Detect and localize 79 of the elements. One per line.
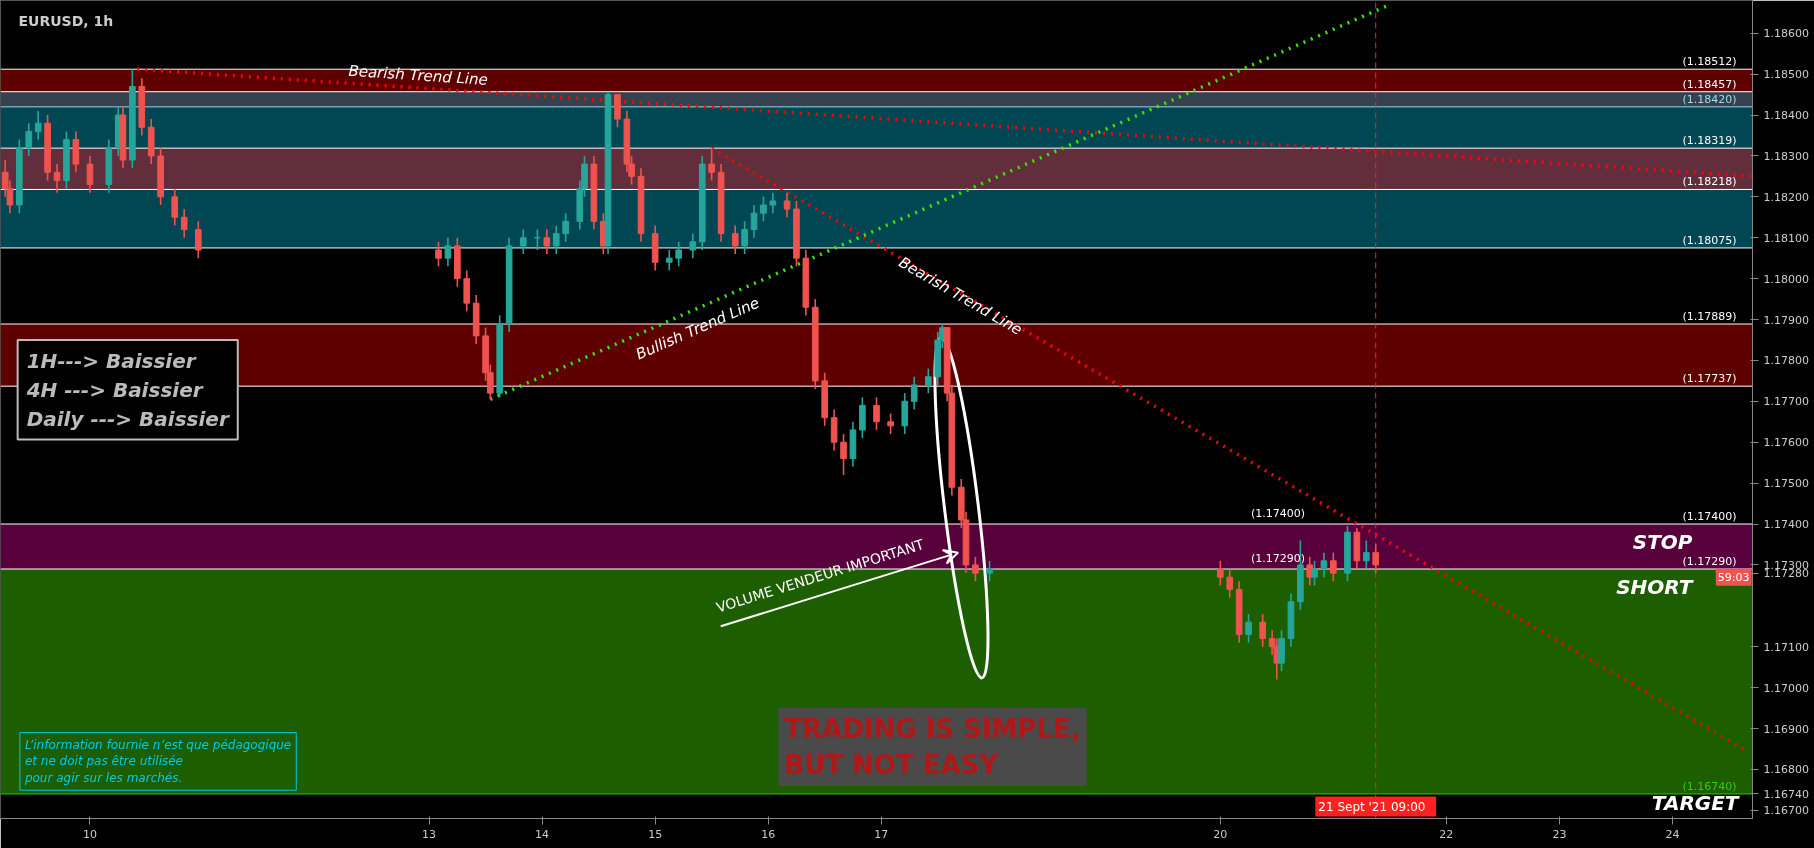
ref-line-label: (1.17290) xyxy=(1682,555,1737,569)
y-tick-label: 1.17700 xyxy=(1763,395,1809,409)
y-tick-label: 1.17000 xyxy=(1763,681,1809,695)
ref-line-label: (1.18319) xyxy=(1682,134,1737,148)
text: EURUSD, 1h xyxy=(18,12,114,29)
ref-line-label: (1.18457) xyxy=(1682,77,1737,91)
candlestick xyxy=(924,367,932,394)
y-tick-label: 1.16700 xyxy=(1763,804,1809,818)
y-tick-label: 1.16740 xyxy=(1763,787,1809,801)
candlestick xyxy=(1216,560,1224,587)
candlestick xyxy=(986,560,993,583)
x-tick-label: 10 xyxy=(82,827,97,841)
candlestick xyxy=(887,412,894,435)
y-tick-label: 1.18200 xyxy=(1763,190,1809,204)
candlestick xyxy=(859,396,866,439)
ref-line-label: 21 Sept '21 09:00 xyxy=(1318,799,1426,814)
y-tick-label: 1.18400 xyxy=(1763,109,1809,123)
candlestick xyxy=(1344,525,1351,583)
candlestick xyxy=(821,371,829,427)
ref-line-label: (1.18075) xyxy=(1682,233,1737,247)
x-tick-label: 17 xyxy=(874,827,889,841)
x-tick-label: 14 xyxy=(535,827,550,841)
band-label: SHORT xyxy=(1616,575,1694,600)
band-label: STOP xyxy=(1632,530,1693,555)
y-tick-label: 1.18600 xyxy=(1763,27,1809,41)
ref-line-label: (1.18420) xyxy=(1682,92,1737,106)
candlestick xyxy=(793,200,800,268)
candlestick xyxy=(562,212,569,243)
x-tick-label: 13 xyxy=(422,827,437,841)
y-tick-label: 1.17500 xyxy=(1763,477,1809,491)
annotation: 59:03 xyxy=(1717,570,1750,584)
candlestick xyxy=(760,196,767,223)
candlestick xyxy=(1311,560,1318,587)
x-tick-label: 16 xyxy=(761,827,776,841)
candlestick xyxy=(1362,539,1370,570)
ref-line-label: (1.17737) xyxy=(1682,372,1737,386)
y-tick-label: 1.17900 xyxy=(1763,313,1809,327)
annotation: TRADING IS SIMPLE, BUT NOT EASY xyxy=(784,714,1081,781)
x-tick-label: 15 xyxy=(648,827,663,841)
y-tick-label: 1.17800 xyxy=(1763,354,1809,368)
candlestick xyxy=(16,138,23,214)
annotation: TARGET xyxy=(1651,790,1740,815)
y-tick-label: 1.17100 xyxy=(1763,640,1809,654)
y-tick-label: 1.18300 xyxy=(1763,149,1809,163)
candlestick xyxy=(44,114,51,182)
candlestick xyxy=(972,555,979,583)
y-tick-label: 1.16800 xyxy=(1763,763,1809,777)
y-tick-label: 1.18500 xyxy=(1763,68,1809,82)
y-tick-label: 1.18000 xyxy=(1763,272,1809,286)
candlestick xyxy=(1278,629,1285,673)
candlestick xyxy=(194,220,202,259)
candlestick xyxy=(157,146,164,206)
candlestick xyxy=(708,147,715,182)
annotation: (1.17400) xyxy=(1250,507,1305,521)
ref-line-label: (1.17889) xyxy=(1682,310,1737,324)
candlestick xyxy=(1330,551,1337,583)
ref-line-label: (1.18512) xyxy=(1682,55,1737,69)
annotation: 1H---> Baissier 4H ---> Baissier Daily ---> Baissier xyxy=(25,348,230,431)
ref-line-label: (1.17400) xyxy=(1682,510,1737,524)
y-tick-label: 1.16900 xyxy=(1763,722,1809,736)
candlestick xyxy=(741,220,748,255)
candlestick xyxy=(435,241,442,268)
x-tick-label: 20 xyxy=(1213,827,1228,841)
candlestick xyxy=(454,236,461,288)
series-label: Bearish Trend Line xyxy=(347,61,489,89)
candlestick xyxy=(129,68,136,169)
candlestick xyxy=(1245,613,1252,644)
y-tick-label: 1.17400 xyxy=(1763,518,1809,532)
x-tick-label: 23 xyxy=(1552,827,1567,841)
ref-line-label: (1.16740) xyxy=(1682,779,1737,793)
annotation: L’information fournie n’est que pédagogique et ne doit pas être utilisée pour agir sur les marchés. xyxy=(23,737,292,786)
ref-line-label: (1.18218) xyxy=(1682,175,1737,189)
candlestick xyxy=(614,93,621,129)
candlestick xyxy=(675,241,683,268)
x-tick-label: 24 xyxy=(1665,827,1680,841)
candlestick xyxy=(63,130,70,190)
y-tick-label: 1.17600 xyxy=(1763,436,1809,450)
x-tick-label: 22 xyxy=(1439,827,1454,841)
y-tick-label: 1.18100 xyxy=(1763,231,1809,245)
